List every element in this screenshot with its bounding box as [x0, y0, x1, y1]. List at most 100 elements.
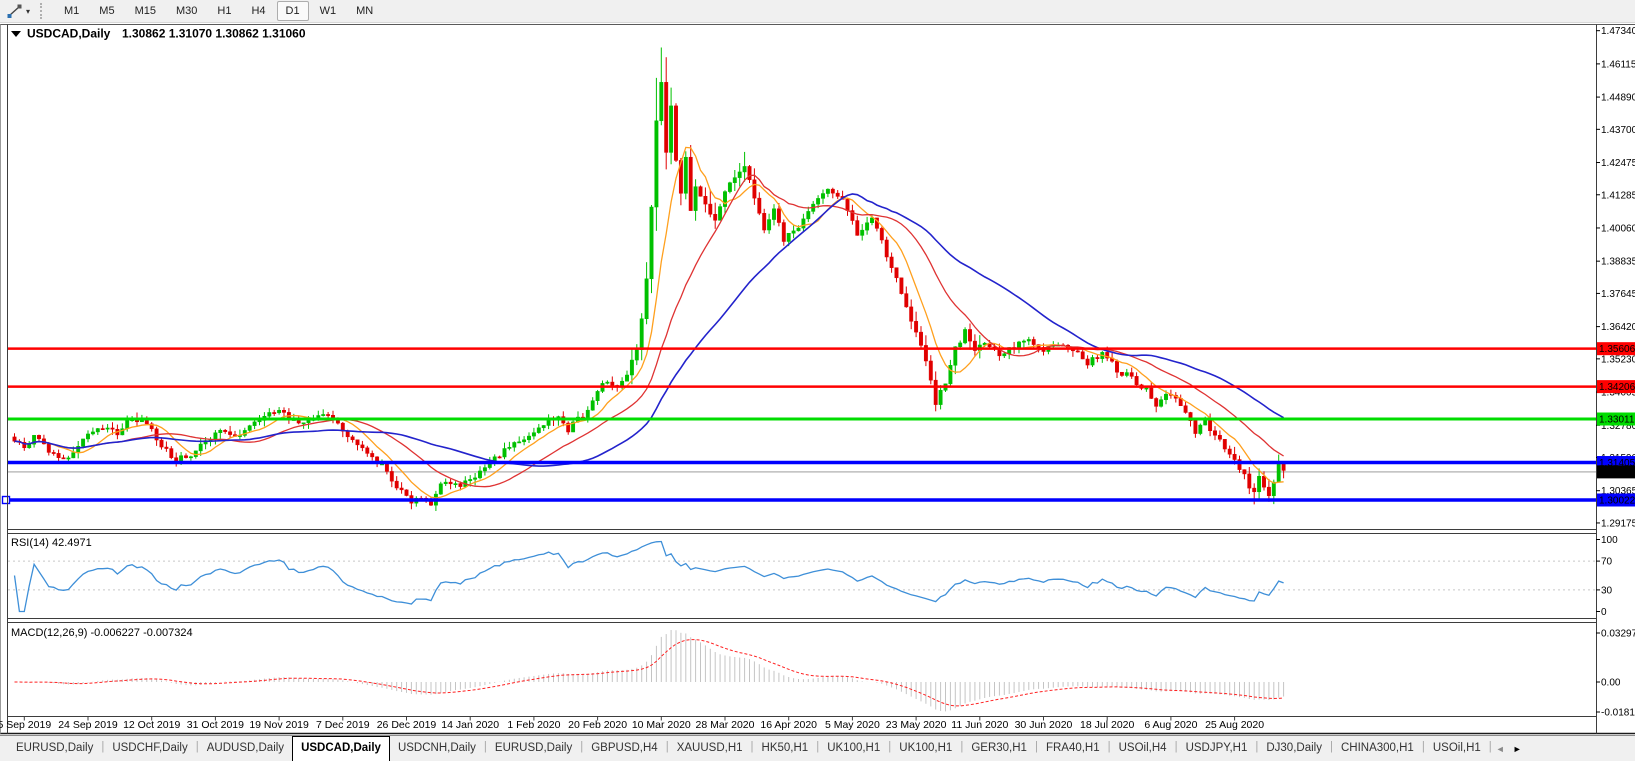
symbol-tab-usdchf-daily[interactable]: USDCHF,Daily: [112, 742, 188, 754]
timeframe-button-h4[interactable]: H4: [251, 5, 266, 17]
svg-text:1.43700: 1.43700: [1601, 125, 1635, 136]
timeframe-button-w1[interactable]: W1: [319, 5, 337, 17]
svg-text:1.40060: 1.40060: [1601, 223, 1635, 234]
tab-separator: |: [816, 741, 820, 753]
svg-text:1.38835: 1.38835: [1601, 257, 1635, 268]
symbol-tab-dj30-daily[interactable]: DJ30,Daily: [1266, 742, 1322, 754]
svg-text:70: 70: [1601, 557, 1613, 568]
timeframe-button-m1[interactable]: M1: [64, 5, 80, 17]
symbol-tab-bar: EURUSD,Daily | USDCHF,Daily | AUDUSD,Daily US…: [0, 735, 1635, 761]
timeframe-button-m5[interactable]: M5: [99, 5, 115, 17]
timeframe-toolbar: M1 M5 M15 M30 H1 H4 D1 W1 MN: [54, 1, 383, 21]
main-price-pane: [8, 47, 1596, 512]
svg-text:30 Jun 2020: 30 Jun 2020: [1015, 719, 1073, 731]
chart-title-symbol: USDCAD,Daily: [27, 27, 111, 41]
chart-canvas[interactable]: 1.47340 1.46115 1.44890 1.43700 1.42475 1.412…: [0, 0, 1635, 735]
current-price-label: [1597, 465, 1635, 479]
tab-separator: |: [1488, 741, 1492, 753]
svg-text:1.30365: 1.30365: [1601, 486, 1635, 497]
macd-indicator-label: MACD(12,26,9) -0.006227 -0.007324: [11, 627, 193, 639]
svg-text:100: 100: [1601, 535, 1618, 546]
symbol-tab-uk100-h1[interactable]: UK100,H1: [899, 742, 953, 754]
svg-text:1.37645: 1.37645: [1601, 289, 1635, 300]
svg-text:20 Feb 2020: 20 Feb 2020: [568, 719, 627, 731]
svg-text:25 Aug 2020: 25 Aug 2020: [1205, 719, 1264, 731]
symbol-tab-gbpusd-h4[interactable]: GBPUSD,H4: [591, 742, 658, 754]
tab-separator: |: [101, 741, 105, 753]
hline-price-label: [1597, 380, 1635, 394]
svg-text:1.42475: 1.42475: [1601, 158, 1635, 169]
ma-mid-line: [14, 174, 1284, 488]
svg-text:1.32780: 1.32780: [1601, 421, 1635, 432]
symbol-tab-usoil-h1[interactable]: USOil,H1: [1432, 742, 1481, 754]
svg-text:0: 0: [1601, 607, 1607, 618]
svg-text:30: 30: [1601, 585, 1613, 596]
ma-fast-line: [14, 146, 1284, 499]
symbol-tab-fra40-h1[interactable]: FRA40,H1: [1045, 742, 1100, 754]
symbol-tab-usdcad-daily[interactable]: USDCAD,Daily: [292, 736, 390, 761]
svg-text:5 Sep 2019: 5 Sep 2019: [0, 719, 51, 731]
toolbar-grip[interactable]: [40, 3, 46, 19]
symbol-tab-uk100-h1[interactable]: UK100,H1: [827, 742, 881, 754]
ma-slow-line: [14, 193, 1284, 467]
tab-scroll-right-icon[interactable]: ►: [1512, 744, 1522, 754]
tab-separator: |: [1034, 741, 1038, 753]
timeframe-button-d1[interactable]: D1: [276, 1, 309, 21]
hline-price-label: [1597, 342, 1635, 356]
symbol-tab-usdjpy-h1[interactable]: USDJPY,H1: [1185, 742, 1248, 754]
line-handle[interactable]: [1, 495, 11, 505]
svg-text:5 May 2020: 5 May 2020: [825, 719, 880, 731]
hline-price-label: [1597, 493, 1635, 507]
time-axis[interactable]: 5 Sep 2019 24 Sep 2019 12 Oct 2019 31 Oct 2…: [0, 716, 1264, 732]
symbol-tab-xauusd-h1[interactable]: XAUUSD,H1: [676, 742, 743, 754]
chevron-down-icon: ▾: [26, 6, 31, 16]
timeframe-button-m30[interactable]: M30: [175, 5, 198, 17]
symbol-tab-eurusd-daily[interactable]: EURUSD,Daily: [494, 742, 573, 754]
symbol-tab-ger30-h1[interactable]: GER30,H1: [971, 742, 1027, 754]
svg-text:31 Oct 2019: 31 Oct 2019: [187, 719, 244, 731]
horizontal-lines: [1, 347, 1596, 505]
tab-separator: |: [665, 741, 669, 753]
svg-text:1.29175: 1.29175: [1601, 518, 1635, 529]
svg-text:1 Feb 2020: 1 Feb 2020: [507, 719, 560, 731]
svg-text:16 Apr 2020: 16 Apr 2020: [760, 719, 817, 731]
symbol-tab-hk50-h1[interactable]: HK50,H1: [761, 742, 809, 754]
symbol-tab-usoil-h4[interactable]: USOil,H4: [1118, 742, 1167, 754]
tab-separator: |: [960, 741, 964, 753]
svg-text:1.35230: 1.35230: [1601, 354, 1635, 365]
svg-text:23 May 2020: 23 May 2020: [886, 719, 947, 731]
symbol-tab-usdcnh-daily[interactable]: USDCNH,Daily: [397, 742, 476, 754]
rsi-line: [13, 540, 1284, 613]
timeframe-button-mn[interactable]: MN: [356, 5, 374, 17]
svg-text:1.46115: 1.46115: [1601, 59, 1635, 70]
svg-text:1.36420: 1.36420: [1601, 322, 1635, 333]
tab-scroll-left-icon[interactable]: ◄: [1495, 744, 1505, 754]
svg-text:12 Oct 2019: 12 Oct 2019: [123, 719, 180, 731]
tab-separator: |: [1329, 741, 1333, 753]
symbol-tab-china300-h1[interactable]: CHINA300,H1: [1340, 742, 1414, 754]
symbol-tab-eurusd-daily[interactable]: EURUSD,Daily: [16, 742, 94, 754]
symbol-tab-audusd-daily[interactable]: AUDUSD,Daily: [206, 742, 285, 754]
rsi-pane: [8, 540, 1596, 613]
price-axis[interactable]: 1.47340 1.46115 1.44890 1.43700 1.42475 1.412…: [1596, 26, 1635, 719]
svg-text:0.032972: 0.032972: [1601, 629, 1635, 640]
chart-dropdown-icon[interactable]: [11, 31, 21, 37]
svg-text:11 Jun 2020: 11 Jun 2020: [951, 719, 1008, 731]
svg-text:1.34206: 1.34206: [1599, 382, 1635, 393]
toolbar: ▾ M1 M5 M15 M30 H1 H4 D1 W1 MN: [0, 0, 1635, 23]
timeframe-button-h1[interactable]: H1: [217, 5, 232, 17]
svg-text:1.30022: 1.30022: [1599, 496, 1635, 507]
chart-title-ohlc: 1.30862 1.31070 1.30862 1.31060: [122, 27, 306, 41]
line-tools-button[interactable]: ▾: [4, 2, 32, 20]
tab-separator: |: [888, 741, 892, 753]
tab-separator: |: [195, 741, 199, 753]
hline-price-label: [1597, 412, 1635, 426]
svg-text:19 Nov 2019: 19 Nov 2019: [249, 719, 309, 731]
svg-text:1.47340: 1.47340: [1601, 26, 1635, 37]
macd-signal-line: [14, 639, 1284, 707]
svg-text:1.31405: 1.31405: [1599, 458, 1635, 469]
macd-pane: [14, 630, 1285, 712]
timeframe-button-m15[interactable]: M15: [134, 5, 156, 17]
tab-separator: |: [1107, 741, 1111, 753]
